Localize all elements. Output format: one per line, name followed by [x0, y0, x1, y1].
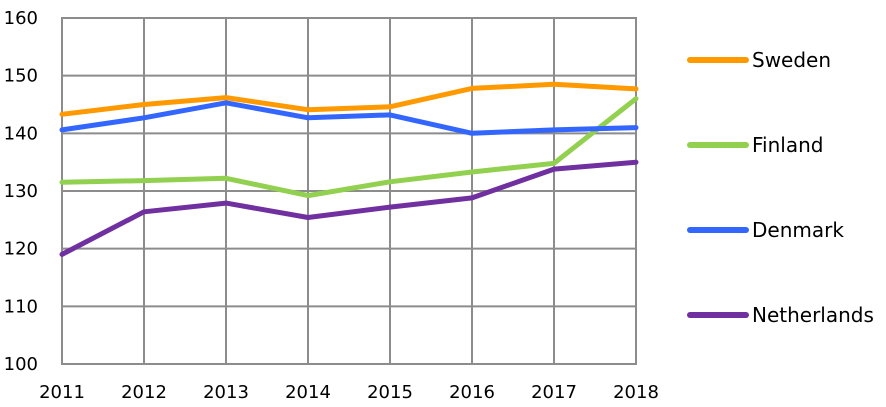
- series-line-denmark: [59, 100, 639, 136]
- x-tick-label: 2011: [39, 382, 85, 403]
- series-line-sweden: [59, 81, 639, 117]
- legend-label-denmark: Denmark: [752, 218, 844, 242]
- gridlines: [61, 17, 637, 365]
- legend: Sweden Finland Denmark Netherlands: [687, 48, 874, 327]
- x-axis-tick-labels: 2011 2012 2013 2014 2015 2016 2017 2018: [39, 382, 659, 403]
- y-tick-label: 100: [4, 354, 38, 375]
- y-tick-label: 150: [4, 66, 38, 87]
- y-tick-label: 120: [4, 239, 38, 260]
- x-tick-label: 2013: [203, 382, 249, 403]
- y-tick-label: 160: [4, 8, 38, 29]
- x-tick-label: 2012: [121, 382, 167, 403]
- x-tick-label: 2017: [531, 382, 577, 403]
- y-tick-label: 130: [4, 181, 38, 202]
- legend-label-netherlands: Netherlands: [752, 303, 874, 327]
- series-line-netherlands: [59, 159, 639, 257]
- x-tick-label: 2015: [367, 382, 413, 403]
- plot-area-border: [61, 17, 637, 365]
- legend-label-sweden: Sweden: [752, 48, 831, 72]
- y-tick-label: 140: [4, 123, 38, 144]
- x-tick-label: 2016: [449, 382, 495, 403]
- series-lines: [59, 81, 639, 257]
- legend-label-finland: Finland: [752, 133, 823, 157]
- series-line-finland: [59, 96, 639, 199]
- y-axis-tick-labels: 100 110 120 130 140 150 160: [4, 8, 38, 375]
- x-tick-label: 2018: [613, 382, 659, 403]
- x-tick-label: 2014: [285, 382, 331, 403]
- y-tick-label: 110: [4, 296, 38, 317]
